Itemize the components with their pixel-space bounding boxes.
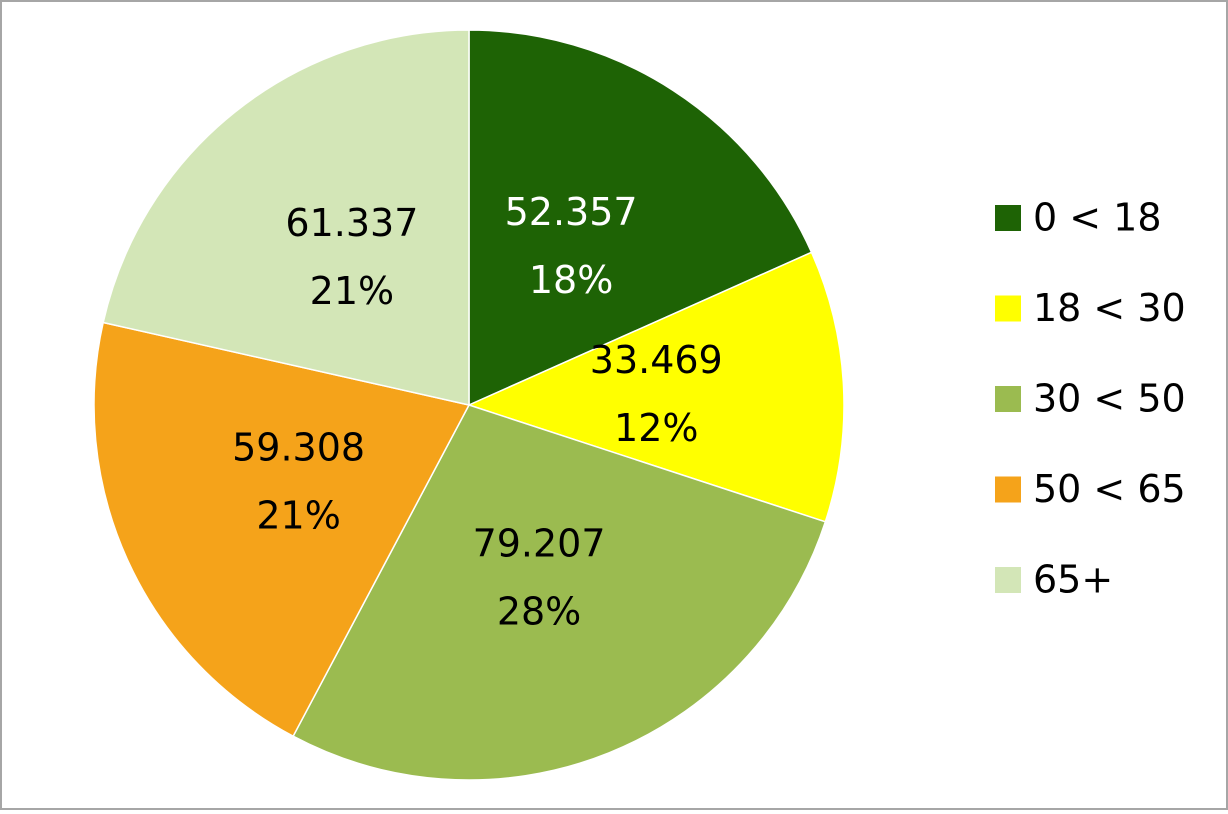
legend-swatch: [995, 476, 1021, 503]
legend-swatch: [995, 295, 1021, 322]
data-label: 59.308: [232, 426, 365, 470]
percent-label: 12%: [614, 406, 698, 450]
data-label: 33.469: [590, 338, 723, 382]
legend-label: 50 < 65: [1033, 467, 1186, 511]
pie-slice: [102, 29, 470, 406]
legend-label: 0 < 18: [1033, 196, 1162, 240]
percent-label: 18%: [529, 258, 613, 302]
legend-label: 18 < 30: [1033, 286, 1186, 330]
percent-label: 21%: [256, 494, 340, 538]
data-label: 79.207: [473, 521, 606, 565]
legend-swatch: [995, 205, 1021, 231]
data-label: 61.337: [285, 201, 418, 245]
pie-slice: [292, 404, 827, 781]
pie-slice: [468, 29, 813, 407]
data-label: 52.357: [505, 190, 638, 234]
legend-label: 30 < 50: [1033, 377, 1186, 421]
percent-label: 21%: [310, 269, 394, 313]
legend-label: 65+: [1033, 558, 1113, 602]
pie-slice: [93, 321, 471, 738]
percent-label: 28%: [497, 589, 581, 633]
pie-slice: [466, 251, 845, 523]
legend-swatch: [995, 567, 1021, 593]
legend-swatch: [995, 386, 1021, 412]
